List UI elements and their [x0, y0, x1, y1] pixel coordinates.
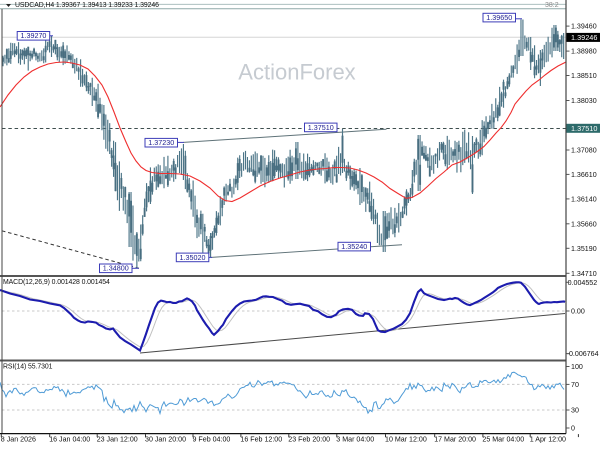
svg-text:17 Mar 20:00: 17 Mar 20:00 — [434, 436, 476, 444]
svg-text:8 Jan 2026: 8 Jan 2026 — [1, 436, 36, 444]
svg-text:USDCAD,H4 1.39367 1.39413 1.3: USDCAD,H4 1.39367 1.39413 1.39233 1.3924… — [15, 2, 159, 9]
svg-text:9 Feb 04:00: 9 Feb 04:00 — [193, 436, 231, 444]
svg-text:1.35190: 1.35190 — [571, 245, 597, 253]
svg-text:1.37080: 1.37080 — [571, 147, 597, 155]
svg-text:0.00: 0.00 — [571, 308, 585, 316]
svg-text:MACD(12,26,9) 0.001428 0.00145: MACD(12,26,9) 0.001428 0.001454 — [3, 279, 110, 286]
svg-text:ActionForex: ActionForex — [238, 60, 355, 85]
svg-text:23 Jan 12:00: 23 Jan 12:00 — [97, 436, 138, 444]
svg-text:1.36610: 1.36610 — [571, 171, 597, 179]
svg-text:10 Mar 12:00: 10 Mar 12:00 — [385, 436, 427, 444]
svg-text:1.37510: 1.37510 — [308, 123, 334, 132]
svg-text:3 Mar 04:00: 3 Mar 04:00 — [336, 436, 374, 444]
svg-text:38:2: 38:2 — [545, 2, 559, 9]
svg-text:1.35020: 1.35020 — [180, 253, 206, 262]
svg-text:1.37230: 1.37230 — [148, 138, 174, 147]
svg-text:30 Jan 20:00: 30 Jan 20:00 — [145, 436, 186, 444]
svg-text:16 Jan 04:00: 16 Jan 04:00 — [49, 436, 90, 444]
svg-text:1.35660: 1.35660 — [571, 220, 597, 228]
svg-text:30: 30 — [571, 407, 579, 415]
svg-text:1.39460: 1.39460 — [571, 23, 597, 31]
svg-text:0: 0 — [571, 425, 575, 433]
svg-text:25 Mar 04:00: 25 Mar 04:00 — [482, 436, 524, 444]
svg-text:1.36140: 1.36140 — [571, 196, 597, 204]
svg-text:-0.006764: -0.006764 — [567, 350, 599, 358]
svg-text:1.37510: 1.37510 — [571, 124, 597, 133]
svg-text:1.38030: 1.38030 — [571, 97, 597, 105]
svg-text:RSI(14) 55.7301: RSI(14) 55.7301 — [3, 364, 53, 371]
svg-text:100: 100 — [571, 363, 583, 371]
svg-text:16 Feb 12:00: 16 Feb 12:00 — [240, 436, 282, 444]
svg-text:70: 70 — [571, 381, 579, 389]
svg-text:1 Apr 12:00: 1 Apr 12:00 — [530, 436, 566, 444]
svg-text:1.39246: 1.39246 — [571, 33, 597, 42]
svg-text:1.38510: 1.38510 — [571, 72, 597, 80]
svg-text:0.004552: 0.004552 — [568, 279, 598, 287]
svg-text:1.39650: 1.39650 — [486, 13, 512, 22]
svg-text:1.35240: 1.35240 — [341, 242, 367, 251]
svg-text:1.34710: 1.34710 — [571, 270, 597, 278]
svg-text:1.34800: 1.34800 — [103, 264, 129, 273]
svg-text:1.38980: 1.38980 — [571, 48, 597, 56]
svg-text:1.39270: 1.39270 — [20, 31, 46, 40]
svg-text:23 Feb 20:00: 23 Feb 20:00 — [288, 436, 330, 444]
